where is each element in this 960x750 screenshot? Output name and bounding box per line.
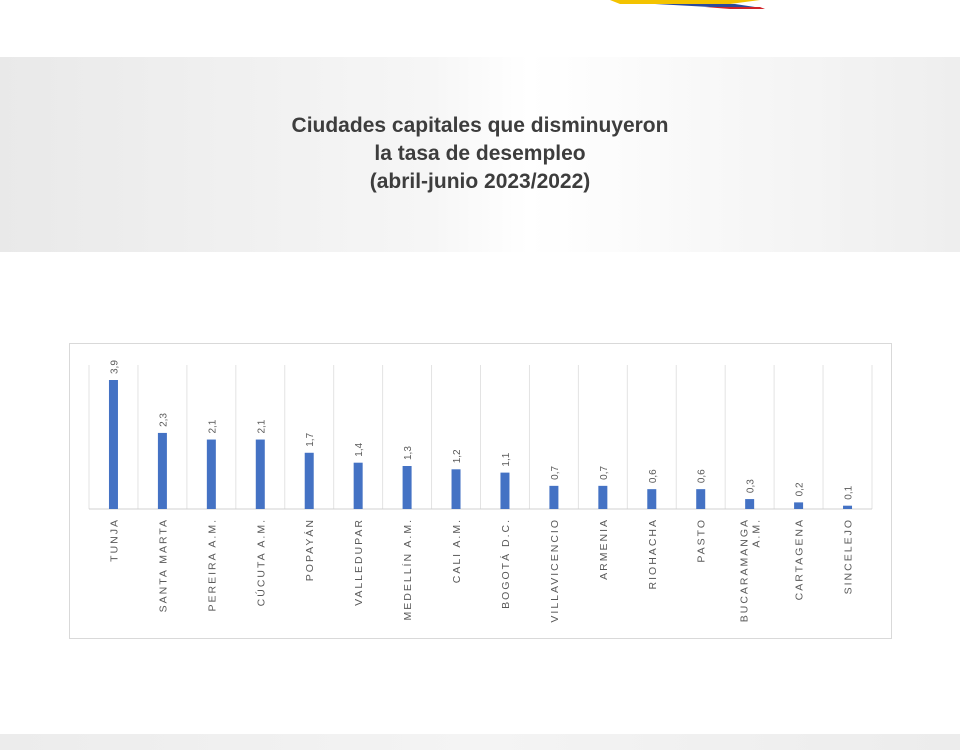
data-label: 0,3 <box>746 479 757 493</box>
bar-chart: 3,9 TUNJA 2,3 SANTA MARTA 2,1 PEREIRA A.M. 2,1… <box>69 343 892 639</box>
data-label: 2,1 <box>207 419 218 433</box>
category-label: SINCELEJO <box>843 518 855 594</box>
chart-title-line-1: Ciudades capitales que disminuyeron <box>291 114 669 137</box>
data-label: 0,6 <box>648 469 659 483</box>
category-label: BOGOTÁ D.C. <box>499 518 512 609</box>
bar <box>451 469 461 509</box>
category-label: VILLAVICENCIO <box>549 518 561 623</box>
bar <box>402 466 412 509</box>
category-label: CARTAGENA <box>794 518 806 600</box>
category-label: ARMENIA <box>598 518 610 580</box>
bar <box>157 432 167 509</box>
category-label: CÚCUTA A.M. <box>254 518 267 606</box>
data-label: 0,1 <box>844 485 855 499</box>
bar <box>108 380 118 509</box>
data-label: 0,7 <box>550 466 561 480</box>
data-label: 2,3 <box>158 413 169 427</box>
bar <box>647 489 657 509</box>
bar <box>206 439 216 509</box>
bar <box>745 499 755 509</box>
bar <box>696 489 706 509</box>
bottom-band <box>0 734 960 750</box>
category-label: MEDELLÍN A.M. <box>401 518 414 620</box>
flag-stripe-logo <box>610 0 765 9</box>
data-label: 1,7 <box>305 432 316 446</box>
chart-title-line-2: la tasa de desempleo <box>374 142 586 165</box>
data-label: 1,4 <box>354 442 365 456</box>
bar <box>843 505 853 509</box>
bar <box>500 472 510 509</box>
data-label: 1,1 <box>501 452 512 466</box>
data-label: 2,1 <box>256 419 267 433</box>
data-label: 3,9 <box>109 360 120 374</box>
category-label: TUNJA <box>108 518 120 562</box>
data-label: 0,2 <box>795 482 806 496</box>
flag-blue-stripe <box>655 4 755 7</box>
chart-area: 3,9 TUNJA 2,3 SANTA MARTA 2,1 PEREIRA A.M. 2,1… <box>69 343 892 639</box>
chart-title-line-3: (abril-junio 2023/2022) <box>369 170 591 193</box>
bar <box>549 485 559 509</box>
category-label: RIOHACHA <box>647 518 659 589</box>
category-label: CALI A.M. <box>451 518 463 583</box>
title-band <box>0 57 960 252</box>
data-label: 1,2 <box>452 449 463 463</box>
category-label: PASTO <box>696 518 708 563</box>
category-label: BUCARAMANGA <box>739 518 751 622</box>
category-label: A.M. <box>751 518 763 548</box>
category-label: POPAYÁN <box>303 518 316 581</box>
category-label: PEREIRA A.M. <box>206 518 218 611</box>
chart-title: Ciudades capitales que disminuyeron la t… <box>0 112 960 196</box>
bar <box>598 485 608 509</box>
data-label: 0,6 <box>697 469 708 483</box>
bar <box>255 439 265 509</box>
data-label: 0,7 <box>599 466 610 480</box>
bar <box>304 452 314 509</box>
bar <box>794 502 804 509</box>
category-label: SANTA MARTA <box>157 518 169 612</box>
bar <box>353 462 363 509</box>
category-label: VALLEDUPAR <box>353 518 365 606</box>
flag-yellow-stripe <box>610 0 760 4</box>
data-label: 1,3 <box>403 446 414 460</box>
flag-red-stripe <box>705 7 765 9</box>
